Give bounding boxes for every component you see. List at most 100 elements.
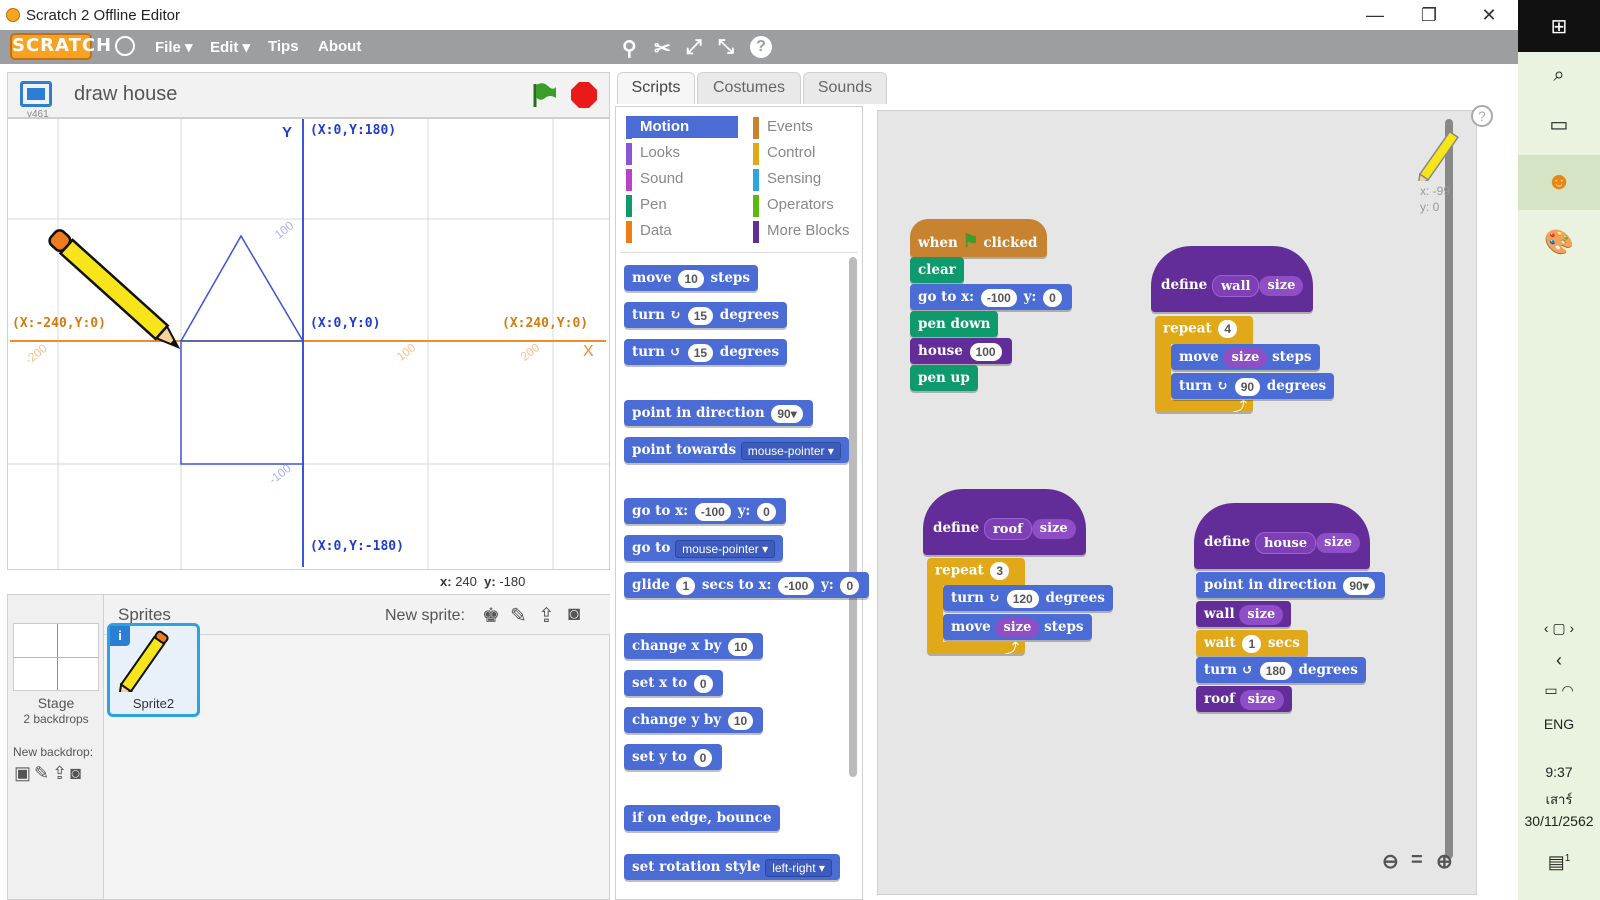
pencil-readout: x: -99 y: 0 [1420, 184, 1451, 214]
pen-up-block[interactable]: pen up [910, 365, 978, 391]
duplicate-icon[interactable]: ⚲ [622, 38, 637, 60]
x-axis-label: X [583, 343, 594, 360]
wall-call-block[interactable]: wall size [1196, 601, 1292, 627]
battery-wifi-icon[interactable]: ▭ ◠ [1544, 682, 1574, 698]
search-icon[interactable]: ⌕ [1553, 64, 1565, 86]
help-icon[interactable]: ? [750, 36, 772, 58]
block-turn-right[interactable]: turn ↻ 15 degrees [624, 302, 788, 328]
scripts-scrollbar[interactable] [1445, 119, 1453, 859]
block-goto[interactable]: go to mouse-pointer ▾ [624, 535, 784, 561]
block-glide[interactable]: glide 1 secs to x: -100 y: 0 [624, 572, 870, 598]
coord-origin-label: (X:0,Y:0) [310, 316, 381, 331]
sprite-library-icon[interactable]: ♚ [482, 605, 500, 627]
delete-icon[interactable]: ✂ [654, 38, 671, 60]
palette-scrollbar[interactable] [849, 257, 857, 777]
restore-button[interactable]: ❐ [1420, 5, 1438, 25]
turn-120-block[interactable]: turn ↻ 120 degrees [943, 585, 1113, 611]
clear-block[interactable]: clear [910, 257, 964, 283]
define-wall-block[interactable]: define wall size [1151, 246, 1314, 312]
block-set-x[interactable]: set x to 0 [624, 670, 723, 696]
turn-90-block[interactable]: turn ↻ 90 degrees [1171, 373, 1335, 399]
scripts-area[interactable]: ? x: -99 y: 0 when ⚑ clicked clear go to … [877, 105, 1493, 895]
tab-sounds[interactable]: Sounds [803, 72, 887, 104]
coord-right-label: (X:240,Y:0) [502, 316, 589, 331]
backdrops-count: 2 backdrops [23, 712, 89, 726]
shrink-icon[interactable]: ⤡ [718, 36, 734, 58]
category-control[interactable]: Control [753, 141, 815, 165]
edit-menu[interactable]: Edit ▾ [210, 39, 251, 56]
sprite-thumbnail-sprite2[interactable]: i Sprite2 [107, 623, 200, 717]
define-house-block[interactable]: define house size [1194, 503, 1371, 569]
block-change-y[interactable]: change y by 10 [624, 707, 764, 733]
goto-xy-block[interactable]: go to x: -100 y: 0 [910, 284, 1072, 310]
block-point-towards[interactable]: point towards mouse-pointer ▾ [624, 437, 849, 463]
scratch-logo[interactable]: SCRATCH [10, 33, 111, 60]
new-backdrop-tools[interactable]: ▣✎⇪◙ [14, 763, 85, 783]
turn-180-block[interactable]: turn ↺ 180 degrees [1196, 657, 1366, 683]
close-button[interactable]: ✕ [1481, 5, 1497, 25]
category-pen[interactable]: Pen [626, 193, 667, 217]
category-sound[interactable]: Sound [626, 167, 683, 191]
green-flag-icon[interactable] [530, 81, 558, 112]
block-bounce[interactable]: if on edge, bounce [624, 805, 780, 831]
roof-call-block[interactable]: roof size [1196, 686, 1292, 712]
block-rotation-style[interactable]: set rotation style left-right ▾ [624, 854, 840, 880]
tab-scripts[interactable]: Scripts [617, 72, 695, 104]
sprites-panel: Sprites New sprite: ♚ ✎ ⇪ ◙ Stage 2 back… [7, 594, 610, 900]
paint-sprite-icon[interactable]: ✎ [510, 605, 527, 627]
category-data[interactable]: Data [626, 219, 672, 243]
house-call-block[interactable]: house 100 [910, 338, 1012, 364]
grow-icon[interactable]: ⤢ [686, 36, 702, 58]
tips-menu[interactable]: Tips [268, 38, 299, 55]
zoom-in-icon[interactable]: ⊕ [1436, 851, 1453, 873]
scratch-app-icon[interactable]: ☻ [1546, 168, 1572, 195]
paint-app-icon[interactable]: 🎨 [1544, 229, 1574, 256]
category-motion[interactable]: Motion [626, 115, 689, 139]
help-icon[interactable]: ? [1471, 105, 1493, 127]
language-indicator[interactable]: ENG [1543, 716, 1575, 732]
pen-down-block[interactable]: pen down [910, 311, 999, 337]
move-size-block[interactable]: move size steps [1171, 344, 1320, 370]
block-set-y[interactable]: set y to 0 [624, 744, 723, 770]
category-looks[interactable]: Looks [626, 141, 680, 165]
block-goto-xy[interactable]: go to x: -100 y: 0 [624, 498, 786, 524]
minimize-button[interactable]: — [1366, 5, 1384, 25]
stop-icon[interactable] [570, 81, 598, 112]
when-flag-clicked-block[interactable]: when ⚑ clicked [910, 219, 1048, 257]
stage-canvas[interactable]: Y (X:0,Y:180) (X:-240,Y:0) (X:0,Y:0) (X:… [7, 118, 610, 570]
move-size-roof-block[interactable]: move size steps [943, 614, 1092, 640]
block-move-steps[interactable]: move 10 steps [624, 265, 758, 291]
category-operators[interactable]: Operators [753, 193, 834, 217]
language-globe-icon[interactable] [115, 36, 135, 56]
block-point-direction[interactable]: point in direction 90▾ [624, 400, 813, 426]
define-roof-block[interactable]: define roof size [923, 489, 1086, 555]
category-sensing[interactable]: Sensing [753, 167, 821, 191]
file-menu[interactable]: File ▾ [155, 39, 193, 56]
zoom-out-icon[interactable]: ⊖ [1382, 851, 1399, 873]
upload-sprite-icon[interactable]: ⇪ [538, 605, 555, 627]
tray-scroll-arrows[interactable]: ‹ ▢ › [1543, 620, 1575, 636]
show-hidden-icon[interactable]: ‹ [1556, 650, 1562, 670]
clock-time[interactable]: 9:37 [1545, 764, 1573, 780]
task-view-icon[interactable]: ▭ [1549, 114, 1569, 136]
notification-icon[interactable]: ▤1 [1547, 852, 1571, 872]
category-more-blocks[interactable]: More Blocks [753, 219, 850, 243]
windows-taskbar: ⊞ ⌕ ▭ ☻ 🎨 ‹ ▢ › ‹ ▭ ◠ ENG 9:37 เสาร์ 30/… [1518, 0, 1600, 900]
block-turn-left[interactable]: turn ↺ 15 degrees [624, 339, 788, 365]
stage-header: v461 draw house [7, 72, 610, 120]
project-name[interactable]: draw house [74, 83, 178, 105]
zoom-reset-icon[interactable]: = [1411, 849, 1423, 871]
category-events[interactable]: Events [753, 115, 813, 139]
wait-block[interactable]: wait 1 secs [1196, 630, 1308, 656]
stage-thumbnail[interactable] [13, 623, 99, 691]
fullscreen-icon[interactable] [20, 81, 52, 107]
block-change-x[interactable]: change x by 10 [624, 633, 764, 659]
sprites-title: Sprites [118, 605, 171, 624]
pencil-sprite [48, 229, 181, 349]
info-icon[interactable]: i [110, 626, 130, 646]
camera-sprite-icon[interactable]: ◙ [568, 603, 581, 625]
windows-start-icon[interactable]: ⊞ [1550, 16, 1568, 38]
about-menu[interactable]: About [318, 38, 362, 55]
point-direction-block[interactable]: point in direction 90▾ [1196, 572, 1385, 598]
tab-costumes[interactable]: Costumes [697, 72, 801, 104]
